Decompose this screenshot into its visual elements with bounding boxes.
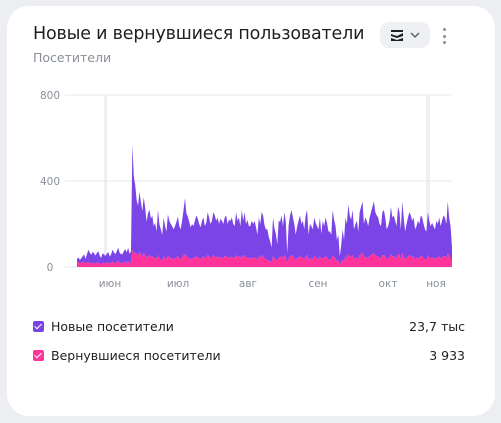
y-tick-label: 0 [47,262,54,274]
widget-subtitle: Посетители [33,50,112,65]
y-tick-label: 400 [40,176,60,188]
x-tick-label: июн [99,278,122,290]
legend-label: Новые посетители [51,318,174,334]
legend-item-returning-visitors[interactable]: Вернувшиеся посетители 3 933 [33,346,465,364]
more-vertical-icon [442,28,446,31]
report-card [7,6,495,416]
legend-value: 23,7 тыс [409,318,465,334]
series-area-new-visitors[interactable] [77,144,452,265]
x-tick-label: ноя [426,278,446,290]
x-tick-label: сен [308,278,327,290]
legend-label: Вернувшиеся посетители [51,347,221,363]
chart-view-dropdown[interactable] [380,22,430,48]
widget-title: Новые и вернувшиеся пользователи [33,24,365,44]
checkbox-icon[interactable] [33,320,44,332]
chevron-down-icon [410,32,420,39]
x-tick-label: июл [167,278,189,290]
checkbox-icon[interactable] [33,349,44,361]
legend-item-new-visitors[interactable]: Новые посетители 23,7 тыс [33,317,465,335]
legend-value: 3 933 [429,347,465,363]
x-tick-label: окт [379,278,398,290]
y-tick-label: 800 [40,90,60,102]
x-tick-label: авг [239,278,257,290]
series-area-returning-visitors[interactable] [77,249,452,267]
more-options-button[interactable] [437,26,451,46]
stacked-area-icon [391,30,403,41]
